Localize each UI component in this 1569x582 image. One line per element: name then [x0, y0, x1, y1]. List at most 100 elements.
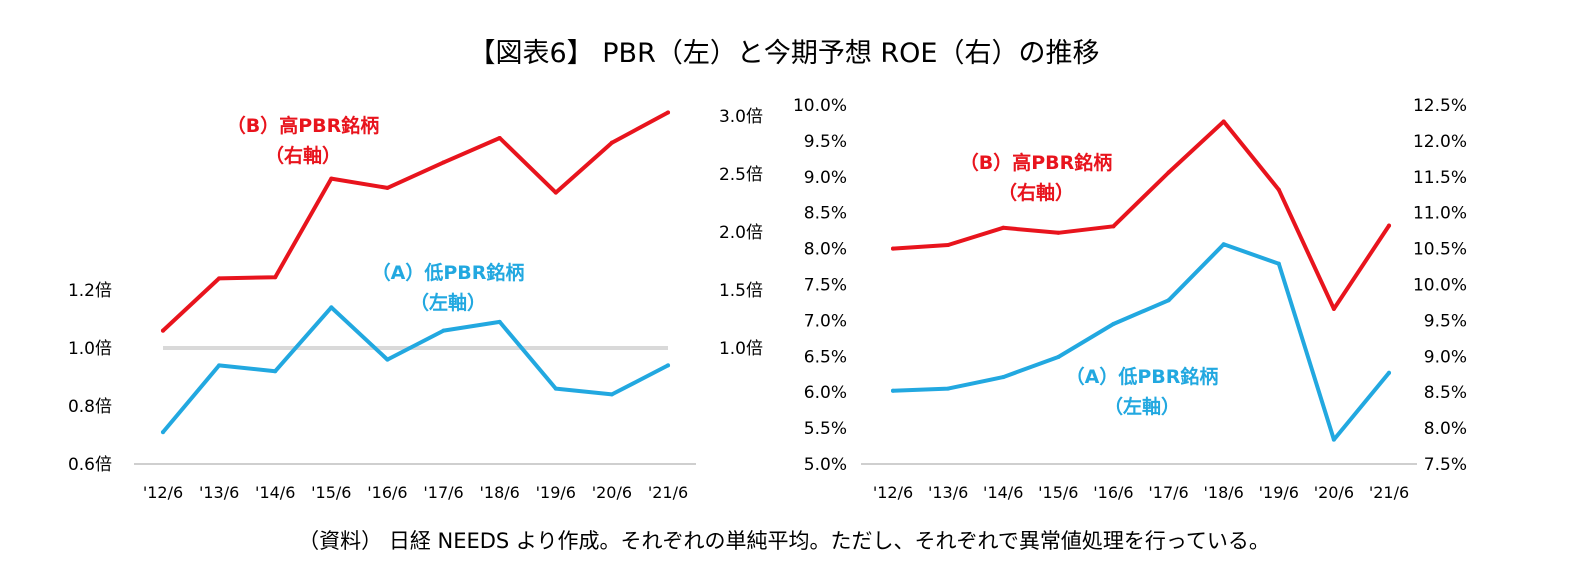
left-y-tick-label: 1.2倍	[68, 281, 112, 301]
series-line	[891, 119, 1391, 311]
data-point	[1331, 437, 1336, 442]
data-point	[1001, 225, 1006, 230]
x-tick-label: '14/6	[983, 483, 1023, 502]
data-point	[273, 275, 278, 280]
x-tick-label: '20/6	[1314, 483, 1354, 502]
series-axis-label: （左軸）	[1104, 395, 1180, 418]
data-point	[1111, 224, 1116, 229]
data-point	[891, 388, 895, 393]
left-y-tick-label: 5.0%	[804, 455, 847, 475]
series-line	[891, 242, 1391, 442]
x-tick-label: '15/6	[311, 483, 351, 502]
x-tick-label: '21/6	[1369, 483, 1409, 502]
data-point	[1001, 375, 1006, 380]
left-y-tick-label: 7.0%	[804, 311, 847, 331]
data-point	[385, 357, 390, 362]
right-y-tick-label: 8.0%	[1424, 419, 1467, 439]
data-point	[1166, 170, 1171, 175]
data-point	[1221, 242, 1226, 247]
data-point	[1056, 230, 1061, 235]
data-point	[441, 160, 446, 165]
right-y-tick-label: 9.5%	[1424, 311, 1467, 331]
x-tick-label: '15/6	[1038, 483, 1078, 502]
left-y-tick-label: 6.5%	[804, 347, 847, 367]
data-point	[217, 276, 222, 281]
series-label: （B）高PBR銘柄	[960, 151, 1113, 174]
series-label: （B）高PBR銘柄	[227, 114, 380, 137]
data-point	[497, 319, 502, 324]
series-axis-label: （右軸）	[265, 144, 341, 167]
left-y-tick-label: 5.5%	[804, 419, 847, 439]
data-point	[497, 136, 502, 141]
x-tick-label: '12/6	[873, 483, 913, 502]
data-point	[1056, 355, 1061, 360]
left-y-tick-label: 9.0%	[804, 168, 847, 188]
right-y-tick-label: 7.5%	[1424, 455, 1467, 475]
data-point	[273, 369, 278, 374]
source-note: （資料） 日経 NEEDS より作成。それぞれの単純平均。ただし、それぞれで異常…	[298, 529, 1270, 553]
left-y-tick-label: 0.8倍	[68, 397, 112, 417]
data-point	[891, 246, 895, 251]
data-point	[553, 190, 558, 195]
right-y-tick-label: 11.5%	[1413, 168, 1467, 188]
x-tick-label: '17/6	[1148, 483, 1188, 502]
x-tick-label: '13/6	[928, 483, 968, 502]
data-point	[609, 140, 614, 145]
data-point	[161, 430, 165, 435]
data-point	[329, 305, 334, 310]
x-tick-label: '19/6	[536, 483, 576, 502]
x-tick-label: '18/6	[1204, 483, 1244, 502]
x-tick-label: '18/6	[480, 483, 520, 502]
series-line	[161, 305, 670, 435]
right-y-tick-label: 2.5倍	[719, 165, 763, 185]
left-y-tick-label: 10.0%	[793, 96, 847, 116]
data-point	[946, 386, 951, 391]
x-tick-label: '19/6	[1259, 483, 1299, 502]
x-tick-label: '17/6	[423, 483, 463, 502]
x-tick-label: '13/6	[199, 483, 239, 502]
right-y-tick-label: 11.0%	[1413, 204, 1467, 224]
right-y-tick-label: 10.5%	[1413, 240, 1467, 260]
data-point	[1276, 261, 1281, 266]
data-point	[441, 328, 446, 333]
x-tick-label: '21/6	[648, 483, 688, 502]
right-y-tick-label: 10.0%	[1413, 276, 1467, 296]
data-point	[1387, 223, 1391, 228]
x-tick-label: '20/6	[592, 483, 632, 502]
data-point	[1276, 187, 1281, 192]
left-y-tick-label: 9.5%	[804, 132, 847, 152]
data-point	[553, 386, 558, 391]
data-point	[946, 243, 951, 248]
right-y-tick-label: 1.0倍	[719, 339, 763, 359]
left-y-tick-label: 1.0倍	[68, 339, 112, 359]
data-point	[385, 185, 390, 190]
right-y-tick-label: 12.5%	[1413, 96, 1467, 116]
data-point	[1166, 298, 1171, 303]
series-axis-label: （左軸）	[410, 291, 486, 314]
data-point	[666, 110, 670, 115]
data-point	[329, 176, 334, 181]
left-y-tick-label: 8.0%	[804, 240, 847, 260]
series-label: （A）低PBR銘柄	[372, 261, 525, 284]
series-label: （A）低PBR銘柄	[1066, 365, 1219, 388]
data-point	[1221, 119, 1226, 124]
data-point	[1331, 306, 1336, 311]
pbr-chart: '12/6 '13/6 '14/6 '15/6 '16/6 '17/6 '18/6 '19/6…	[68, 107, 763, 502]
x-tick-label: '12/6	[143, 483, 183, 502]
left-y-tick-label: 6.0%	[804, 383, 847, 403]
left-y-tick-label: 8.5%	[804, 204, 847, 224]
data-point	[217, 363, 222, 368]
right-y-tick-label: 9.0%	[1424, 347, 1467, 367]
figure-title: 【図表6】 PBR（左）と今期予想 ROE（右）の推移	[469, 38, 1100, 69]
data-point	[666, 363, 670, 368]
data-point	[609, 392, 614, 397]
left-y-tick-label: 0.6倍	[68, 455, 112, 475]
data-point	[1111, 321, 1116, 326]
x-tick-label: '16/6	[367, 483, 407, 502]
roe-chart: '12/6 '13/6 '14/6 '15/6 '16/6 '17/6 '18/6 '19/6…	[793, 96, 1467, 502]
right-y-tick-label: 3.0倍	[719, 107, 763, 127]
series-line	[161, 110, 670, 333]
x-tick-label: '14/6	[255, 483, 295, 502]
right-y-tick-label: 8.5%	[1424, 383, 1467, 403]
